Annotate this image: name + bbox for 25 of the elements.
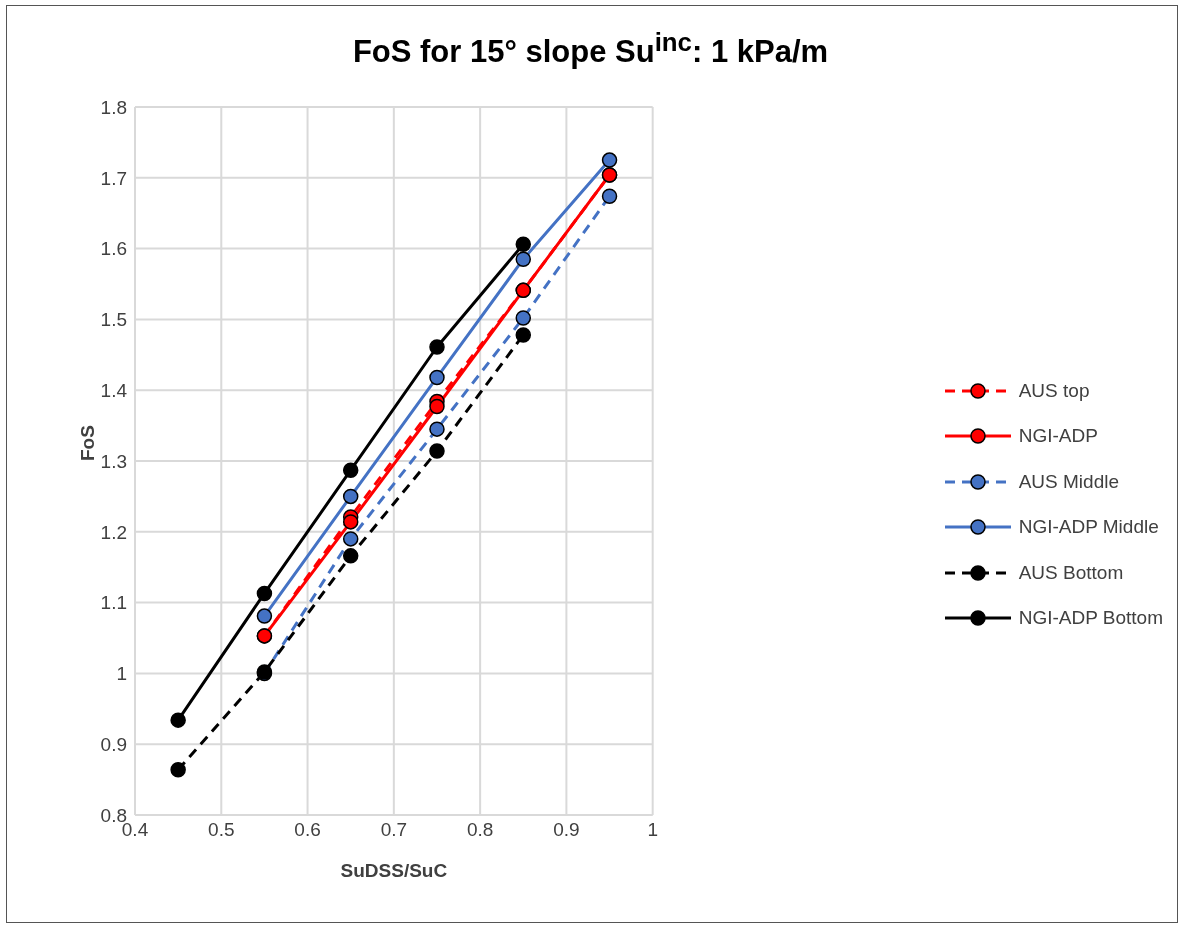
- legend-label: NGI-ADP: [1018, 425, 1098, 448]
- x-axis-title: SuDSS/SuC: [340, 860, 448, 881]
- legend-label: AUS Bottom: [1018, 561, 1124, 584]
- y-tick-label: 0.9: [100, 733, 127, 755]
- y-tick-label: 1.1: [100, 592, 127, 614]
- y-tick-label: 1.5: [100, 309, 127, 331]
- legend-label: NGI-ADP Middle: [1018, 516, 1159, 539]
- y-tick-label: 1.3: [100, 450, 127, 472]
- y-axis-title: FoS: [76, 425, 98, 461]
- legend-label: NGI-ADP Bottom: [1018, 607, 1163, 630]
- y-tick-label: 1: [116, 663, 127, 685]
- x-tick-label: 0.5: [208, 819, 235, 841]
- x-tick-label: 0.8: [466, 819, 494, 841]
- legend-label: AUS top: [1018, 379, 1090, 402]
- chart-title: FoS for 15° slope Su$^{inc}$: 1 kPa/m: [351, 28, 830, 71]
- y-tick-label: 1.8: [100, 96, 127, 118]
- y-tick-label: 1.4: [100, 379, 128, 401]
- x-tick-label: 0.6: [294, 819, 321, 841]
- legend-label: AUS Middle: [1018, 470, 1120, 493]
- y-tick-label: 1.7: [100, 167, 127, 189]
- y-tick-label: 1.2: [100, 521, 127, 543]
- y-tick-label: 1.6: [100, 238, 127, 260]
- x-tick-label: 0.9: [553, 819, 580, 841]
- x-tick-label: 1: [647, 819, 658, 841]
- x-tick-label: 0.7: [380, 819, 408, 841]
